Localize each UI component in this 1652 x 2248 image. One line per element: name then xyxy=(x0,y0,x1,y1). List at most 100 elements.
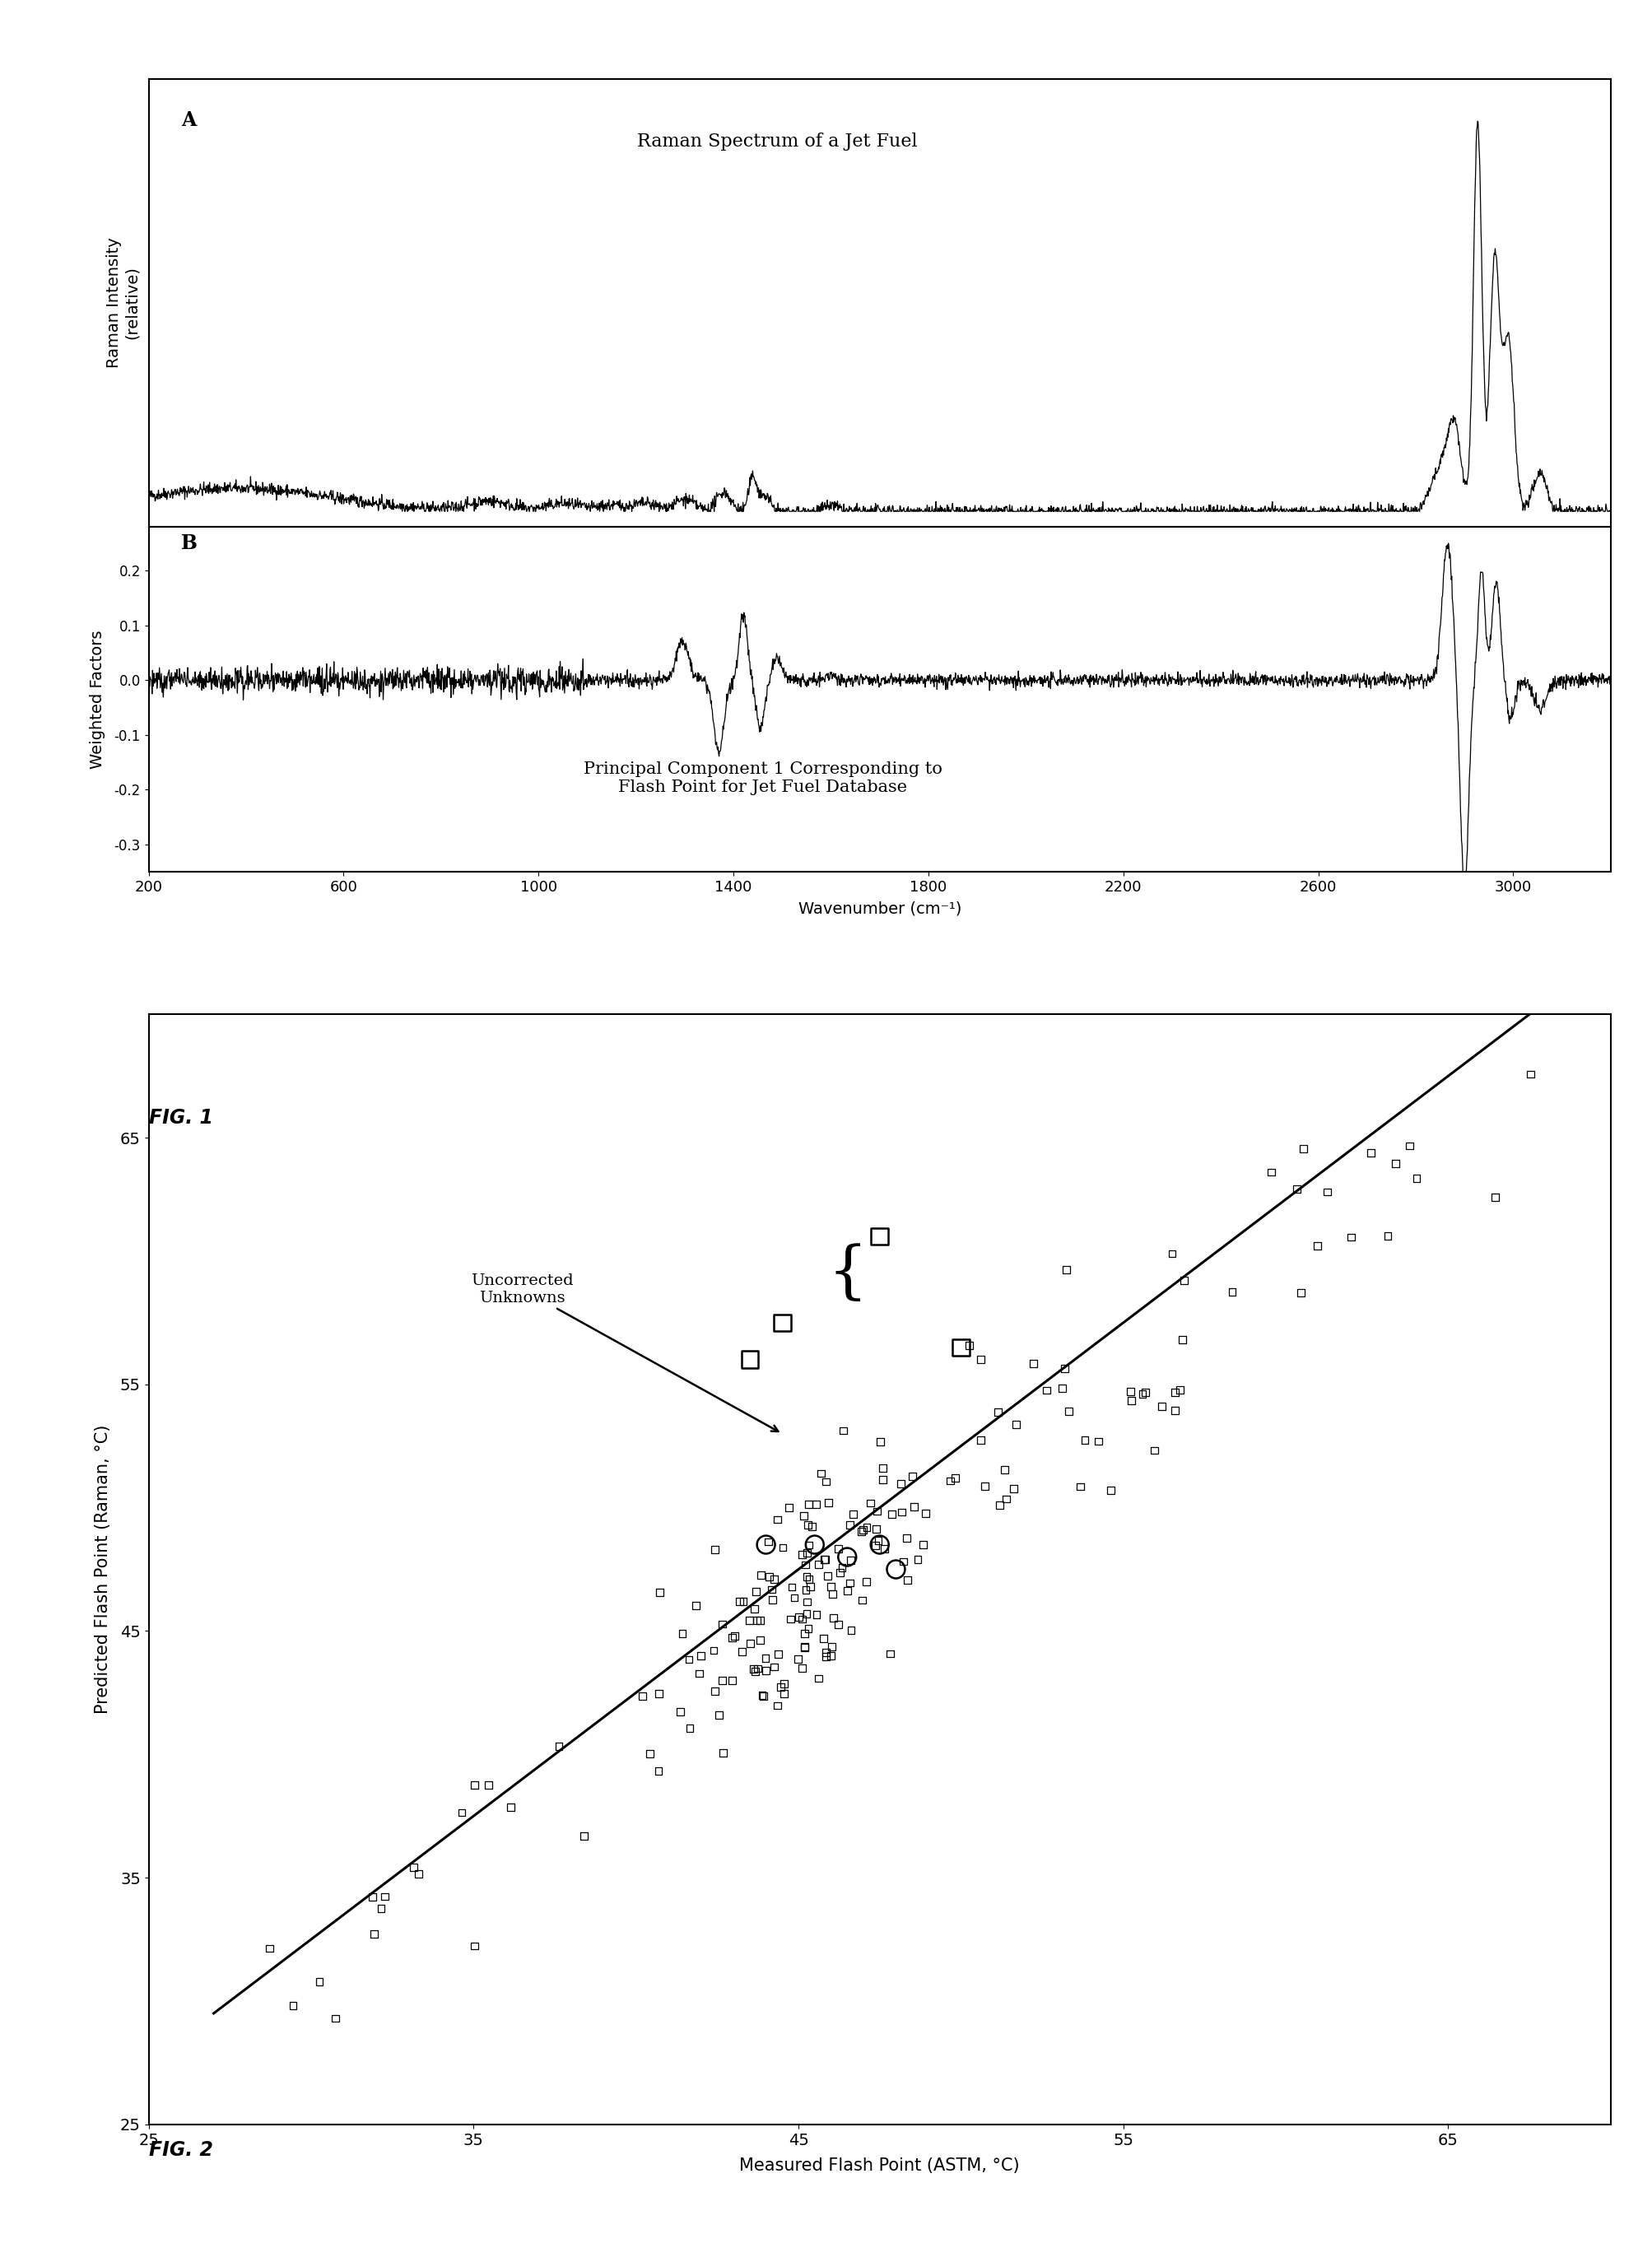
Point xyxy=(866,1526,892,1562)
Point xyxy=(834,1574,861,1610)
Point xyxy=(572,1819,598,1855)
Point xyxy=(1259,1153,1285,1189)
Point xyxy=(1358,1135,1384,1171)
Point xyxy=(1052,1252,1079,1288)
Point xyxy=(737,1342,763,1378)
Y-axis label: Raman Intensity
(relative): Raman Intensity (relative) xyxy=(106,238,139,369)
Point xyxy=(1142,1432,1168,1468)
Point xyxy=(991,1452,1018,1488)
Point xyxy=(667,1695,694,1731)
Point xyxy=(727,1583,753,1619)
Point xyxy=(791,1616,818,1652)
Point xyxy=(372,1879,398,1915)
Point xyxy=(838,1612,864,1648)
Point xyxy=(497,1789,524,1825)
Point xyxy=(1118,1374,1145,1409)
Point xyxy=(1049,1371,1075,1407)
Point xyxy=(1132,1374,1158,1409)
Point xyxy=(461,1767,487,1803)
Point xyxy=(781,1580,808,1616)
Point xyxy=(821,1601,847,1637)
Point xyxy=(841,1495,867,1531)
Y-axis label: Predicted Flash Point (Raman, °C): Predicted Flash Point (Raman, °C) xyxy=(94,1425,111,1713)
Point xyxy=(894,1562,920,1598)
Point xyxy=(894,1520,920,1556)
Point xyxy=(1290,1131,1317,1167)
Point xyxy=(358,1879,385,1915)
Point xyxy=(937,1463,963,1499)
Point xyxy=(1118,1383,1145,1418)
Point xyxy=(1284,1171,1310,1207)
Point xyxy=(849,1513,876,1549)
Point xyxy=(256,1931,282,1967)
Point xyxy=(869,1461,895,1497)
Point xyxy=(1097,1472,1123,1508)
Point xyxy=(899,1459,925,1495)
Point xyxy=(1482,1180,1508,1216)
Point xyxy=(1396,1128,1422,1164)
Point xyxy=(719,1619,745,1655)
Point xyxy=(1021,1344,1047,1380)
Point xyxy=(687,1637,714,1673)
Point xyxy=(682,1587,709,1623)
Point xyxy=(1148,1389,1175,1425)
Point xyxy=(814,1558,841,1594)
Point xyxy=(871,1531,897,1567)
Point xyxy=(910,1526,937,1562)
Point xyxy=(793,1571,819,1607)
Point xyxy=(791,1628,818,1664)
Point xyxy=(793,1535,819,1571)
Point xyxy=(1219,1275,1246,1311)
Point xyxy=(646,1675,672,1711)
Point xyxy=(957,1326,983,1362)
Point xyxy=(826,1553,852,1589)
Point xyxy=(905,1542,932,1578)
Point xyxy=(864,1493,890,1529)
Point xyxy=(636,1735,662,1771)
Point xyxy=(803,1486,829,1522)
Point xyxy=(795,1585,821,1621)
Point xyxy=(809,1621,836,1657)
Point xyxy=(890,1544,917,1580)
Point xyxy=(838,1542,864,1578)
Point xyxy=(710,1735,737,1771)
Point xyxy=(770,1675,796,1711)
Point xyxy=(646,1753,672,1789)
Text: FIG. 1: FIG. 1 xyxy=(149,1108,213,1128)
Point xyxy=(730,1583,757,1619)
Point xyxy=(790,1497,816,1533)
Point xyxy=(836,1506,862,1542)
Text: {: { xyxy=(828,1243,867,1304)
Point xyxy=(757,1558,783,1594)
Point xyxy=(834,1540,861,1576)
Point xyxy=(803,1596,829,1632)
Point xyxy=(747,1603,773,1639)
Point xyxy=(785,1641,811,1677)
Point xyxy=(1313,1173,1340,1209)
Point xyxy=(813,1639,839,1675)
Point xyxy=(795,1610,821,1646)
Point xyxy=(869,1450,895,1486)
Point xyxy=(1161,1392,1188,1427)
Point xyxy=(676,1711,702,1747)
Point xyxy=(793,1596,819,1632)
Y-axis label: Weighted Factors: Weighted Factors xyxy=(89,629,106,769)
Point xyxy=(740,1650,767,1686)
Point xyxy=(829,1549,856,1585)
Point xyxy=(1287,1275,1313,1311)
Point xyxy=(849,1583,876,1619)
Point xyxy=(818,1569,844,1605)
Point xyxy=(790,1535,816,1571)
Text: Principal Component 1 Corresponding to
Flash Point for Jet Fuel Database: Principal Component 1 Corresponding to F… xyxy=(583,762,942,796)
X-axis label: Wavenumber (cm⁻¹): Wavenumber (cm⁻¹) xyxy=(798,901,961,917)
Point xyxy=(1171,1263,1198,1299)
Point xyxy=(968,1423,995,1459)
Point xyxy=(1130,1376,1156,1412)
Point xyxy=(745,1650,771,1686)
Point xyxy=(461,1929,487,1965)
Point xyxy=(824,1531,851,1567)
Point xyxy=(857,1486,884,1522)
Point xyxy=(864,1511,890,1547)
Text: Uncorrected
Unknowns: Uncorrected Unknowns xyxy=(471,1272,778,1432)
Point xyxy=(889,1495,915,1531)
